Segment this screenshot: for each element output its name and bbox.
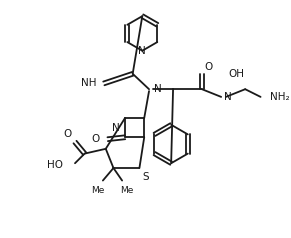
Text: OH: OH — [229, 69, 245, 79]
Text: NH₂: NH₂ — [270, 92, 290, 102]
Text: HO: HO — [47, 160, 63, 170]
Text: NH: NH — [81, 79, 96, 89]
Text: N: N — [154, 84, 162, 94]
Text: O: O — [92, 134, 100, 144]
Text: Me: Me — [91, 186, 105, 195]
Text: O: O — [63, 129, 71, 139]
Text: N: N — [224, 92, 232, 102]
Text: N: N — [112, 123, 120, 133]
Text: O: O — [205, 62, 213, 72]
Text: Me: Me — [120, 186, 134, 195]
Text: N: N — [139, 46, 146, 56]
Text: S: S — [142, 172, 149, 182]
